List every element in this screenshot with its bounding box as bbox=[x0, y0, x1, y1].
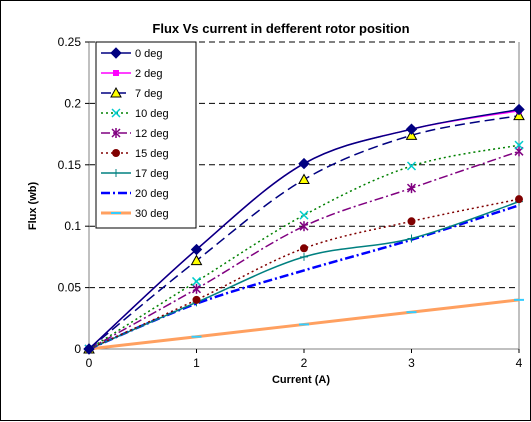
legend-label-8: 30 deg bbox=[135, 208, 169, 220]
x-tick-label-1: 1 bbox=[193, 356, 200, 370]
legend-marker-6 bbox=[112, 169, 120, 177]
legend-marker-5 bbox=[112, 149, 120, 157]
legend-label-1: 2 deg bbox=[135, 68, 163, 80]
series-2-point-2 bbox=[298, 173, 310, 185]
series-5-point-3 bbox=[407, 217, 416, 226]
legend-item-2: 7 deg bbox=[101, 86, 163, 100]
legend-label-6: 17 deg bbox=[135, 168, 169, 180]
series-0-point-0 bbox=[83, 343, 95, 355]
series-3-point-4-stroke-b bbox=[514, 140, 524, 150]
series-3-point-2-stroke-b bbox=[299, 210, 309, 220]
series-3-point-2 bbox=[299, 210, 309, 220]
series-line-5 bbox=[88, 198, 520, 350]
series-line-0 bbox=[88, 108, 520, 350]
legend-marker-0 bbox=[110, 47, 122, 59]
series-0-point-2 bbox=[298, 157, 310, 170]
series-8 bbox=[84, 298, 524, 351]
series-3-point-4 bbox=[514, 140, 524, 150]
series-5-point-4 bbox=[515, 195, 523, 204]
legend-marker-3 bbox=[111, 108, 121, 118]
series-4-point-1 bbox=[191, 283, 202, 294]
x-tick-label-3: 3 bbox=[408, 356, 415, 370]
legend-marker-2 bbox=[110, 86, 122, 98]
legend-item-3: 10 deg bbox=[101, 108, 169, 120]
legend-marker-4 bbox=[111, 128, 121, 138]
legend-label-7: 20 deg bbox=[135, 188, 169, 200]
legend-item-0: 0 deg bbox=[101, 47, 163, 60]
series-5-point-2 bbox=[300, 244, 308, 253]
legend-label-5: 15 deg bbox=[135, 148, 169, 160]
series-5-point-1 bbox=[192, 295, 201, 304]
series-4-point-3 bbox=[406, 183, 417, 194]
y-tick-label-0: 0 bbox=[74, 342, 81, 356]
legend-marker-3-stroke-b bbox=[111, 108, 121, 118]
legend-item-1: 2 deg bbox=[101, 68, 163, 80]
series-3-point-1-stroke-b bbox=[191, 276, 202, 286]
x-tick-label-0: 0 bbox=[86, 356, 93, 370]
legend-label-3: 10 deg bbox=[135, 108, 169, 120]
series-7 bbox=[88, 204, 520, 351]
series-3-point-3-stroke-b bbox=[406, 161, 417, 171]
legend-item-5: 15 deg bbox=[101, 148, 169, 160]
series-3-point-3 bbox=[406, 161, 417, 171]
series-line-3 bbox=[88, 144, 520, 350]
series-4-point-2 bbox=[299, 221, 309, 232]
series-line-4 bbox=[88, 150, 520, 350]
y-axis-label: Flux (wb) bbox=[27, 182, 39, 231]
series-2-point-1 bbox=[190, 254, 203, 266]
legend-label-0: 0 deg bbox=[135, 48, 163, 60]
y-tick-label-4: 0.2 bbox=[64, 96, 81, 110]
series-0-point-1 bbox=[190, 243, 203, 256]
y-tick-label-1: 0.05 bbox=[58, 281, 82, 295]
y-tick-label-5: 0.25 bbox=[58, 35, 82, 49]
x-tick-label-2: 2 bbox=[301, 356, 308, 370]
y-tick-label-3: 0.15 bbox=[58, 158, 82, 172]
legend-item-4: 12 deg bbox=[101, 128, 169, 140]
legend-label-2: 7 deg bbox=[135, 88, 163, 100]
series-0-point-4 bbox=[513, 103, 525, 116]
series-6-point-2 bbox=[300, 252, 308, 261]
series-line-7 bbox=[88, 204, 520, 351]
y-tick-label-2: 0.1 bbox=[64, 219, 81, 233]
x-tick-label-4: 4 bbox=[516, 356, 523, 370]
legend-marker-1 bbox=[113, 70, 119, 76]
legend-item-6: 17 deg bbox=[101, 168, 169, 180]
chart-title: Flux Vs current in defferent rotor posit… bbox=[152, 21, 409, 36]
series-0 bbox=[83, 103, 525, 355]
legend-label-4: 12 deg bbox=[135, 128, 169, 140]
legend-item-7: 20 deg bbox=[101, 188, 169, 200]
legend-item-8: 30 deg bbox=[101, 208, 169, 220]
series-6-point-3 bbox=[407, 234, 416, 243]
series-0-point-3 bbox=[405, 123, 418, 135]
series-3-point-1 bbox=[191, 276, 202, 286]
x-axis-label: Current (A) bbox=[272, 374, 330, 386]
